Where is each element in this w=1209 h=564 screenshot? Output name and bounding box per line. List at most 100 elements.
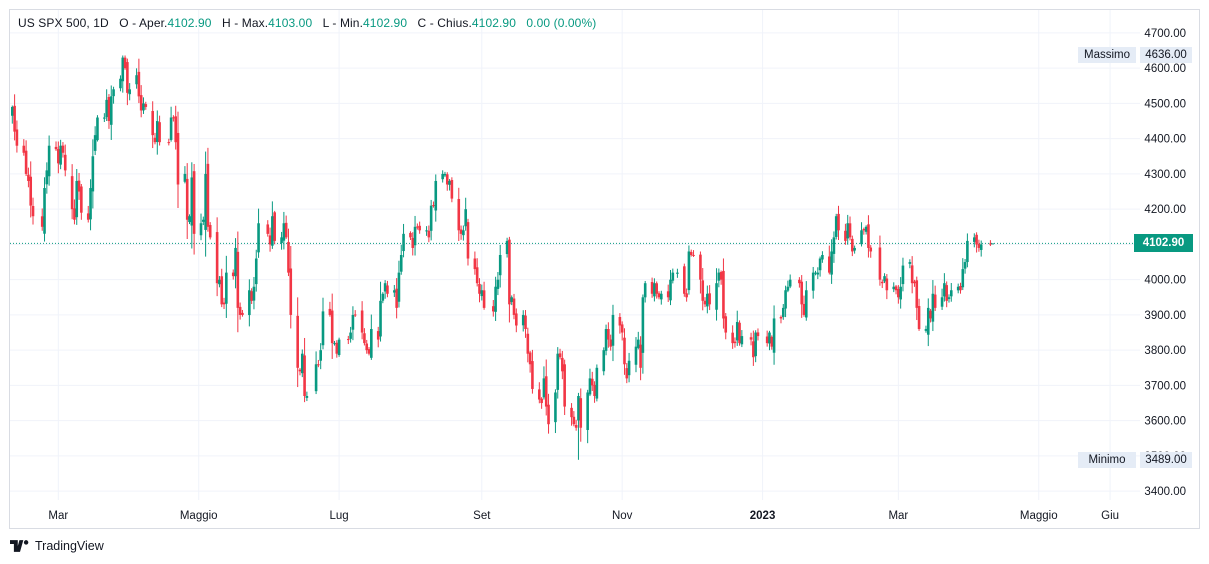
candle-body xyxy=(715,283,718,310)
candle-body xyxy=(220,276,224,305)
candle-body xyxy=(496,279,500,289)
candle-body xyxy=(834,216,838,237)
time-axis[interactable]: Mar Maggio Lug Set Nov 2023 Mar Maggio Giu xyxy=(48,510,1119,522)
candle-body xyxy=(250,291,253,301)
candle-body xyxy=(733,341,737,344)
candle-body xyxy=(47,145,51,177)
candle-body xyxy=(588,378,592,395)
candle-body xyxy=(273,212,276,241)
chart-frame[interactable] xyxy=(9,9,1200,529)
candle-body xyxy=(899,286,902,300)
candle-body xyxy=(924,329,928,331)
candle-body xyxy=(144,104,148,107)
high-value: 4103.00 xyxy=(268,16,313,30)
candle-body xyxy=(123,57,127,69)
candle-body xyxy=(480,290,484,297)
candle-body xyxy=(13,105,16,132)
candle-body xyxy=(109,96,113,125)
time-tick-label: Giu xyxy=(1101,510,1119,522)
candle-body xyxy=(333,343,336,345)
ohlc-legend: US SPX 500, 1D O - Aper.4102.90 H - Max.… xyxy=(18,16,596,30)
candle-body xyxy=(692,254,695,256)
candle-body xyxy=(413,226,417,246)
candle-body xyxy=(620,324,624,333)
candle-body xyxy=(979,244,983,250)
candle-body xyxy=(234,247,237,277)
candle-body xyxy=(800,281,803,305)
candle-body xyxy=(754,332,757,357)
candle-body xyxy=(300,353,304,374)
candle-body xyxy=(429,205,433,231)
candle-body xyxy=(231,272,235,277)
candle-body xyxy=(105,99,108,118)
candle-body xyxy=(54,146,58,150)
candle-body xyxy=(450,180,454,199)
candle-body xyxy=(703,300,707,305)
candle-body xyxy=(864,226,868,232)
candle-body xyxy=(878,247,882,280)
candle-body xyxy=(818,258,822,271)
candle-body xyxy=(443,173,447,176)
candle-body xyxy=(351,314,355,330)
candle-body xyxy=(457,198,461,231)
candle-body xyxy=(929,310,932,319)
candle-body xyxy=(772,318,776,353)
candle-body xyxy=(947,297,951,299)
candle-body xyxy=(883,276,886,282)
candle-body xyxy=(478,283,481,294)
candle-body xyxy=(558,353,562,358)
candle-body xyxy=(989,243,992,245)
candle-body xyxy=(788,279,792,287)
candle-body xyxy=(252,286,256,301)
candle-body xyxy=(701,280,705,301)
candle-body xyxy=(167,142,171,144)
lowest-price-label: Minimo xyxy=(1078,451,1136,468)
candle-body xyxy=(494,286,497,312)
candle-body xyxy=(257,223,260,253)
low-value: 4102.90 xyxy=(363,16,408,30)
candle-body xyxy=(579,398,583,428)
candle-body xyxy=(740,336,744,345)
price-axis[interactable]: 3400.003500.003600.003700.003800.003900.… xyxy=(1144,28,1186,498)
candle-body xyxy=(427,230,431,238)
candle-body xyxy=(63,154,67,171)
candle-body xyxy=(61,145,65,153)
candle-body xyxy=(641,297,645,353)
candle-body xyxy=(660,293,663,300)
candle-body xyxy=(462,230,465,236)
tradingview-logo-icon xyxy=(10,540,29,552)
candle-body xyxy=(885,278,889,291)
symbol-label[interactable]: US SPX 500, 1D xyxy=(18,16,109,30)
candle-body xyxy=(956,286,960,291)
candle-body xyxy=(570,407,573,418)
candle-body xyxy=(510,297,514,303)
candle-body xyxy=(604,329,608,351)
candle-body xyxy=(609,339,612,347)
candle-body xyxy=(699,254,702,280)
tradingview-brand[interactable]: TradingView xyxy=(10,539,104,553)
candle-body xyxy=(80,186,83,213)
candle-body xyxy=(381,293,385,301)
candle-body xyxy=(639,344,642,368)
candle-body xyxy=(317,364,320,366)
highest-price-label: Massimo xyxy=(1078,47,1136,64)
candle-body xyxy=(959,286,962,291)
brand-name: TradingView xyxy=(35,539,104,553)
candle-body xyxy=(208,224,212,238)
candle-body xyxy=(172,117,175,119)
candle-body xyxy=(289,268,293,315)
candle-body xyxy=(590,378,594,386)
price-tick-label: 3900.00 xyxy=(1144,310,1186,322)
candle-body xyxy=(383,283,387,292)
candle-body xyxy=(284,222,288,238)
candle-body xyxy=(57,149,60,164)
candle-body xyxy=(897,288,900,298)
candle-body xyxy=(972,237,976,242)
candle-body xyxy=(915,280,919,308)
candle-body xyxy=(303,355,306,397)
candle-body xyxy=(832,237,836,254)
candle-body xyxy=(593,384,596,397)
candle-body xyxy=(29,176,33,206)
candle-body xyxy=(31,206,35,217)
